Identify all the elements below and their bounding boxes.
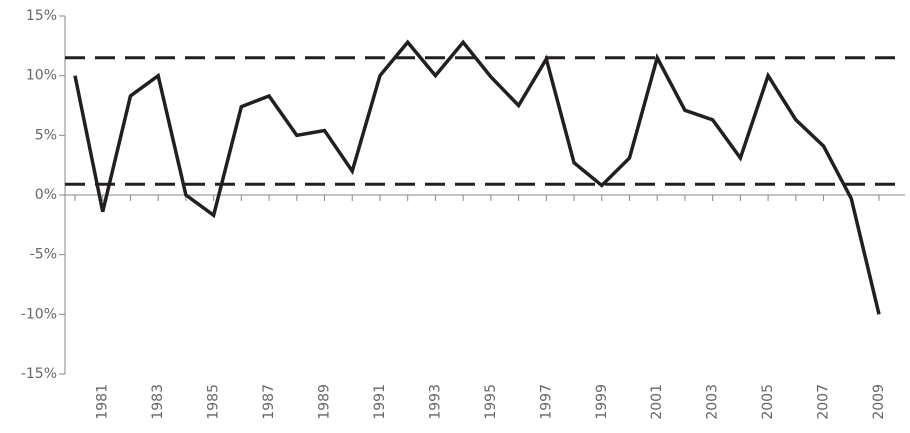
x-tick-label: 2007 bbox=[816, 384, 832, 420]
x-tick-label: 1981 bbox=[95, 384, 111, 420]
x-tick-label: 2003 bbox=[705, 384, 721, 420]
x-tick-label: 2005 bbox=[760, 384, 776, 420]
x-tick-label: 1995 bbox=[483, 384, 499, 420]
y-tick-label: -10% bbox=[21, 306, 57, 322]
x-tick-label: 1991 bbox=[372, 384, 388, 420]
x-tick-label: 1989 bbox=[317, 384, 333, 420]
x-tick-label: 1999 bbox=[594, 384, 610, 420]
x-tick-label: 1983 bbox=[150, 384, 166, 420]
x-tick-label: 1993 bbox=[427, 384, 443, 420]
y-tick-label: 0% bbox=[35, 187, 57, 203]
y-tick-label: -15% bbox=[21, 366, 57, 382]
x-tick-label: 2001 bbox=[649, 384, 665, 420]
x-tick-label: 1987 bbox=[261, 384, 277, 420]
y-tick-label: 5% bbox=[35, 127, 57, 143]
y-tick-label: -5% bbox=[30, 247, 57, 263]
x-tick-label: 1997 bbox=[538, 384, 554, 420]
y-tick-label: 15% bbox=[26, 8, 57, 24]
x-tick-label: 1985 bbox=[206, 384, 222, 420]
y-tick-label: 10% bbox=[26, 68, 57, 84]
x-tick-label: 2009 bbox=[871, 384, 887, 420]
data-line bbox=[73, 39, 881, 315]
